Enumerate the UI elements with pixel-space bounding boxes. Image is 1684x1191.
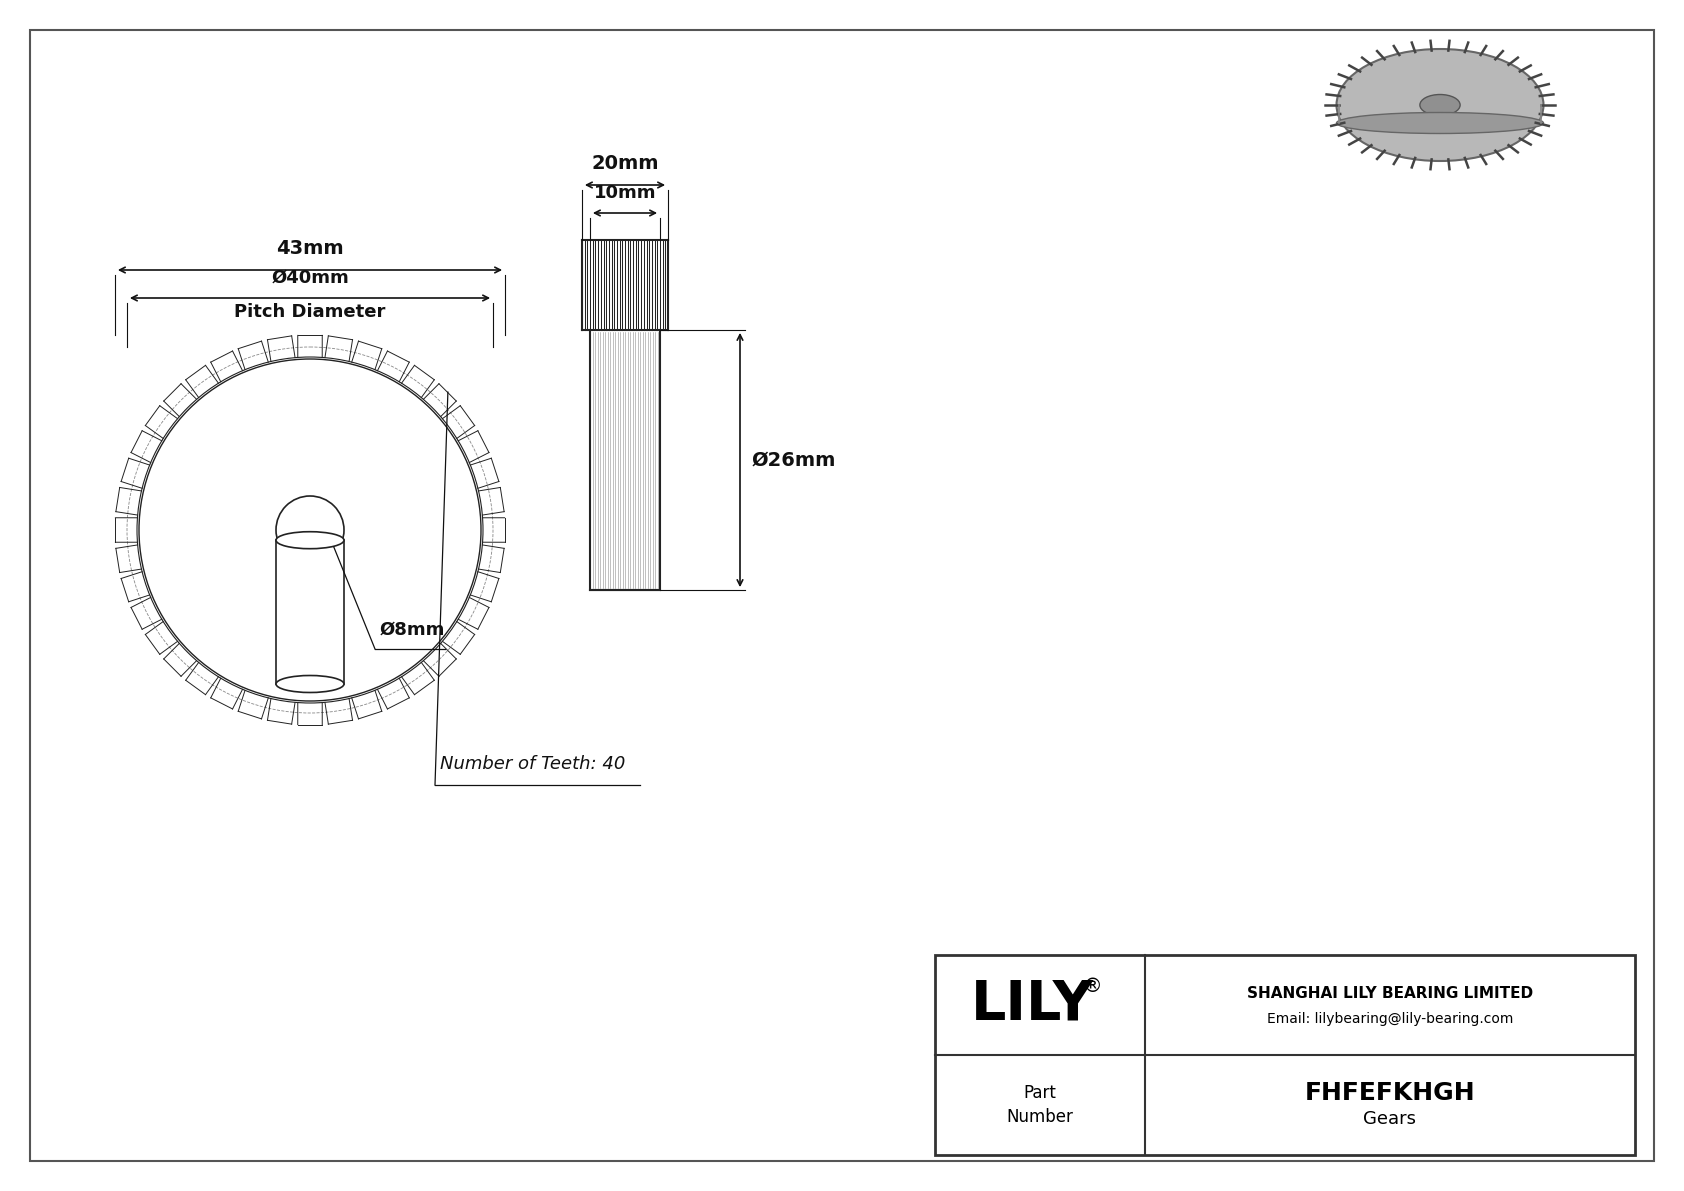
Ellipse shape [1337, 49, 1544, 161]
Text: SHANGHAI LILY BEARING LIMITED: SHANGHAI LILY BEARING LIMITED [1246, 985, 1532, 1000]
Text: 20mm: 20mm [591, 154, 658, 173]
Text: LILY: LILY [970, 978, 1093, 1031]
Circle shape [276, 495, 344, 565]
Text: Gears: Gears [1364, 1110, 1416, 1128]
Text: Part
Number: Part Number [1007, 1084, 1073, 1125]
Text: Pitch Diameter: Pitch Diameter [234, 303, 386, 322]
Ellipse shape [276, 675, 344, 692]
Bar [589, 330, 660, 590]
Ellipse shape [1337, 112, 1544, 133]
Bar [935, 955, 1635, 1155]
Text: Email: lilybearing@lily-bearing.com: Email: lilybearing@lily-bearing.com [1266, 1012, 1514, 1025]
Text: Ø40mm: Ø40mm [271, 269, 349, 287]
Text: 43mm: 43mm [276, 239, 344, 258]
Text: Ø26mm: Ø26mm [753, 450, 837, 469]
Text: FHFEFKHGH: FHFEFKHGH [1305, 1081, 1475, 1105]
Text: Ø8mm: Ø8mm [381, 621, 445, 640]
Text: ®: ® [1083, 978, 1101, 997]
Bar [276, 541, 344, 684]
Text: 10mm: 10mm [594, 183, 657, 202]
Ellipse shape [1420, 94, 1460, 116]
Circle shape [140, 358, 482, 701]
Text: Number of Teeth: 40: Number of Teeth: 40 [440, 755, 625, 773]
Ellipse shape [276, 531, 344, 549]
